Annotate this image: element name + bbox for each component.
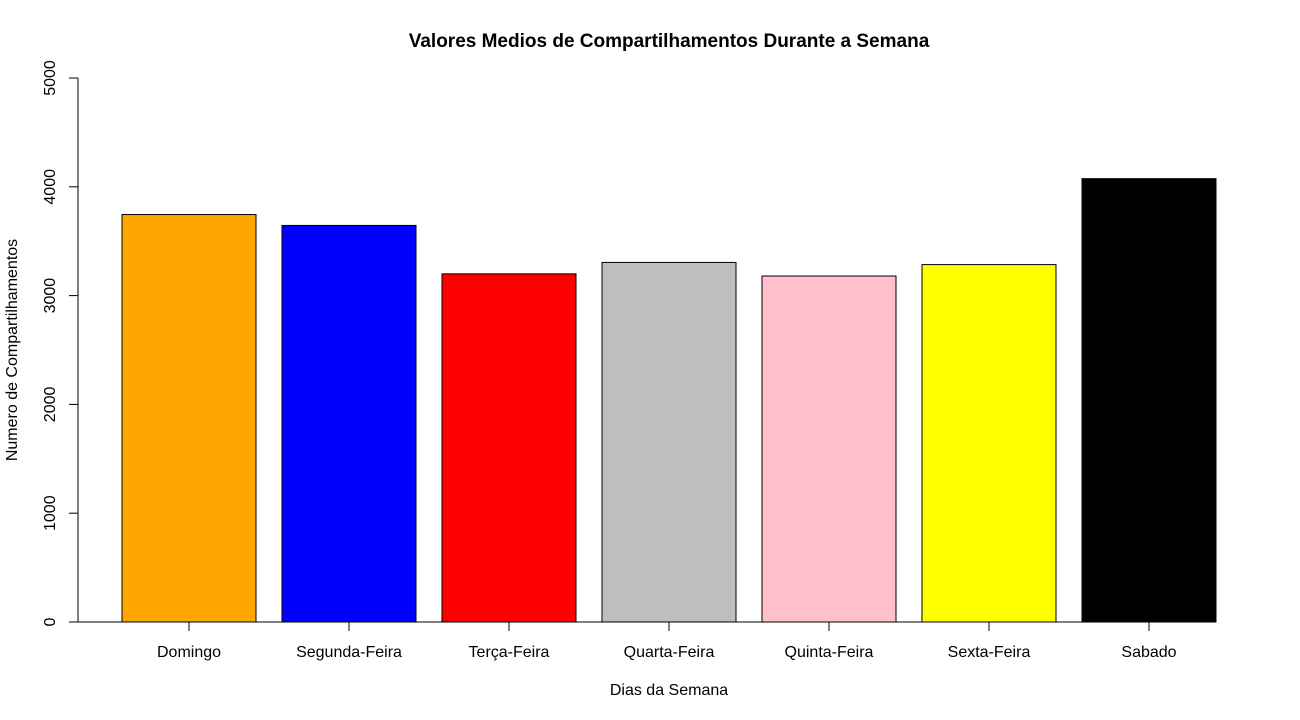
x-tick-label: Domingo <box>157 644 221 661</box>
chart-title: Valores Medios de Compartilhamentos Dura… <box>409 31 930 52</box>
y-tick-label: 1000 <box>42 495 59 531</box>
bar-quinta-feira <box>761 275 897 623</box>
y-tick-label: 3000 <box>42 278 59 314</box>
bars-group <box>121 178 1217 623</box>
y-axis-label: Numero de Compartilhamentos <box>4 239 21 461</box>
bar-segunda-feira <box>281 224 417 623</box>
bar-domingo <box>121 214 257 623</box>
y-tick-label: 0 <box>42 617 59 626</box>
x-tick-label: Sexta-Feira <box>948 644 1031 661</box>
x-tick-label: Terça-Feira <box>469 644 550 661</box>
x-tick-label: Segunda-Feira <box>296 644 402 661</box>
x-axis: Domingo Segunda-Feira Terça-Feira Quarta-Fe… <box>78 621 1216 661</box>
y-tick-label: 2000 <box>42 387 59 423</box>
x-axis-label: Dias da Semana <box>610 682 728 699</box>
x-tick-label: Quarta-Feira <box>624 644 715 661</box>
y-axis: 0 1000 2000 3000 4000 5000 <box>42 60 79 626</box>
bar-sabado <box>1081 178 1217 623</box>
y-tick-label: 4000 <box>42 169 59 205</box>
x-tick-label: Sabado <box>1121 644 1176 661</box>
y-tick-label: 5000 <box>42 60 59 96</box>
x-tick-label: Quinta-Feira <box>785 644 874 661</box>
bar-quarta-feira <box>601 261 737 623</box>
bar-sexta-feira <box>921 264 1057 623</box>
bar-terça-feira <box>441 273 577 623</box>
